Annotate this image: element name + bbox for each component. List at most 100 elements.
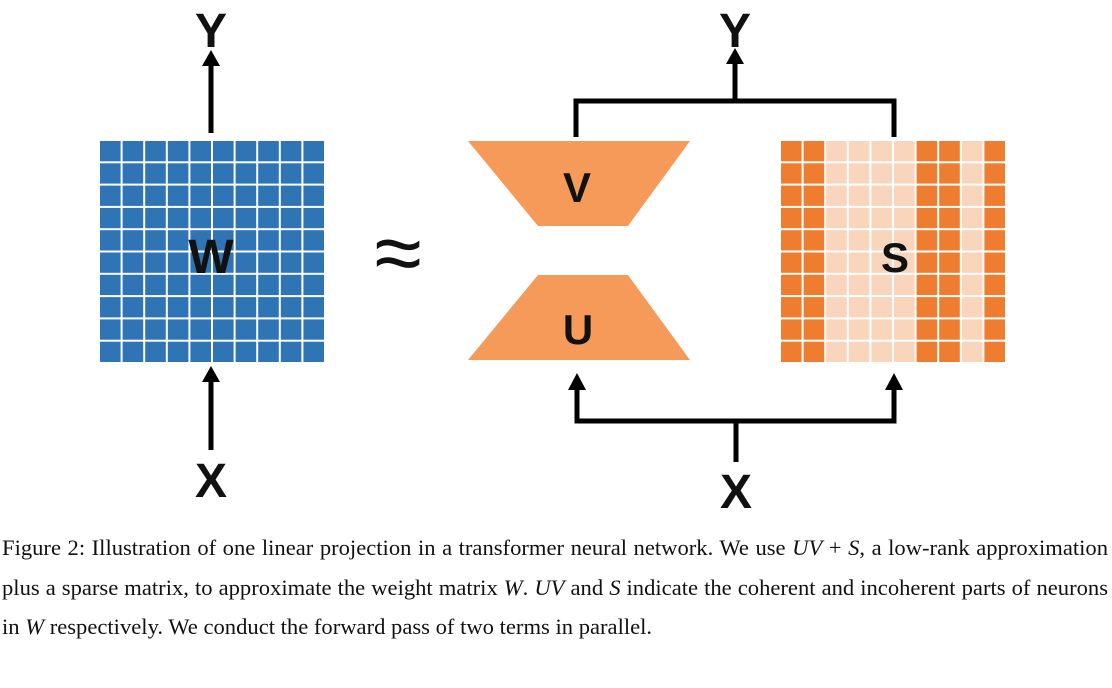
matrix-cell: [871, 252, 892, 273]
matrix-cell: [961, 141, 983, 162]
caption-text: Figure 2: Illustration of one linear pro…: [2, 535, 793, 560]
matrix-cell: [213, 185, 234, 206]
matrix-cell: [848, 252, 870, 273]
matrix-cell: [803, 252, 825, 273]
matrix-cell: [939, 141, 960, 162]
matrix-cell: [984, 230, 1005, 251]
matrix-cell: [826, 163, 847, 184]
matrix-cell: [190, 185, 211, 206]
matrix-cell: [781, 185, 802, 206]
u-trapezoid: [468, 275, 690, 360]
matrix-cell: [190, 207, 211, 229]
matrix-cell: [145, 341, 166, 362]
matrix-cell: [100, 185, 121, 206]
matrix-cell: [122, 230, 144, 251]
matrix-cell: [781, 274, 802, 296]
matrix-cell: [258, 297, 279, 318]
matrix-cell: [145, 297, 166, 318]
matrix-cell: [145, 252, 166, 273]
matrix-cell: [122, 319, 144, 340]
matrix-cell: [122, 141, 144, 162]
matrix-cell: [235, 319, 257, 340]
v-label: V: [563, 164, 591, 211]
matrix-cell: [122, 297, 144, 318]
matrix-cell: [848, 185, 870, 206]
caption-text: , a low-rank approximation plus a sparse…: [2, 535, 1108, 600]
matrix-cell: [303, 341, 324, 362]
input-split-bracket: [574, 388, 897, 462]
matrix-cell: [803, 274, 825, 296]
matrix-cell: [984, 185, 1005, 206]
matrix-cell: [100, 141, 121, 162]
matrix-cell: [848, 341, 870, 362]
matrix-cell: [826, 230, 847, 251]
matrix-cell: [235, 163, 257, 184]
caption-text: respectively. We conduct the forward pas…: [44, 614, 653, 639]
caption-math-uv: UV: [792, 535, 823, 560]
caption-math-s: S: [848, 535, 860, 560]
matrix-cell: [213, 297, 234, 318]
right-output-arrowhead: [726, 48, 744, 64]
matrix-cell: [235, 341, 257, 362]
u-input-arrowhead: [568, 373, 586, 390]
right-input-x-label: X: [720, 466, 752, 519]
matrix-cell: [803, 163, 825, 184]
matrix-cell: [213, 274, 234, 296]
matrix-cell: [213, 252, 234, 273]
matrix-cell: [280, 185, 302, 206]
matrix-cell: [280, 319, 302, 340]
matrix-cell: [235, 297, 257, 318]
matrix-cell: [258, 319, 279, 340]
caption-text: .: [522, 574, 535, 600]
matrix-cell: [848, 274, 870, 296]
matrix-cell: [984, 274, 1005, 296]
matrix-cell: [984, 207, 1005, 229]
matrix-cell: [939, 185, 960, 206]
matrix-cell: [190, 141, 211, 162]
matrix-cell: [894, 319, 915, 340]
caption-text: and: [564, 574, 610, 600]
matrix-cell: [939, 274, 960, 296]
matrix-cell: [871, 163, 892, 184]
matrix-cell: [258, 252, 279, 273]
matrix-cell: [871, 207, 892, 229]
matrix-cell: [303, 297, 324, 318]
matrix-cell: [303, 230, 324, 251]
matrix-cell: [167, 141, 189, 162]
matrix-cell: [961, 230, 983, 251]
matrix-cell: [916, 185, 938, 206]
matrix-cell: [894, 207, 915, 229]
matrix-cell: [167, 207, 189, 229]
matrix-cell: [984, 163, 1005, 184]
s-label: S: [881, 234, 909, 281]
matrix-cell: [961, 252, 983, 273]
matrix-cell: [145, 230, 166, 251]
matrix-cell: [803, 341, 825, 362]
matrix-cell: [916, 141, 938, 162]
matrix-cell: [190, 297, 211, 318]
matrix-cell: [235, 207, 257, 229]
matrix-cell: [916, 319, 938, 340]
matrix-cell: [848, 319, 870, 340]
matrix-cell: [303, 141, 324, 162]
matrix-cell: [961, 185, 983, 206]
matrix-cell: [213, 163, 234, 184]
matrix-cell: [258, 341, 279, 362]
matrix-cell: [916, 163, 938, 184]
matrix-cell: [213, 230, 234, 251]
matrix-cell: [781, 297, 802, 318]
matrix-cell: [100, 297, 121, 318]
left-input-x-label: X: [195, 455, 227, 508]
matrix-cell: [190, 319, 211, 340]
matrix-cell: [280, 297, 302, 318]
matrix-cell: [280, 274, 302, 296]
matrix-cell: [258, 207, 279, 229]
matrix-cell: [916, 297, 938, 318]
caption-math-s: S: [609, 574, 621, 600]
matrix-cell: [826, 319, 847, 340]
matrix-cell: [303, 185, 324, 206]
u-label: U: [563, 306, 593, 353]
matrix-cell: [145, 163, 166, 184]
approx-symbol: ≈: [374, 205, 421, 301]
matrix-cell: [894, 185, 915, 206]
